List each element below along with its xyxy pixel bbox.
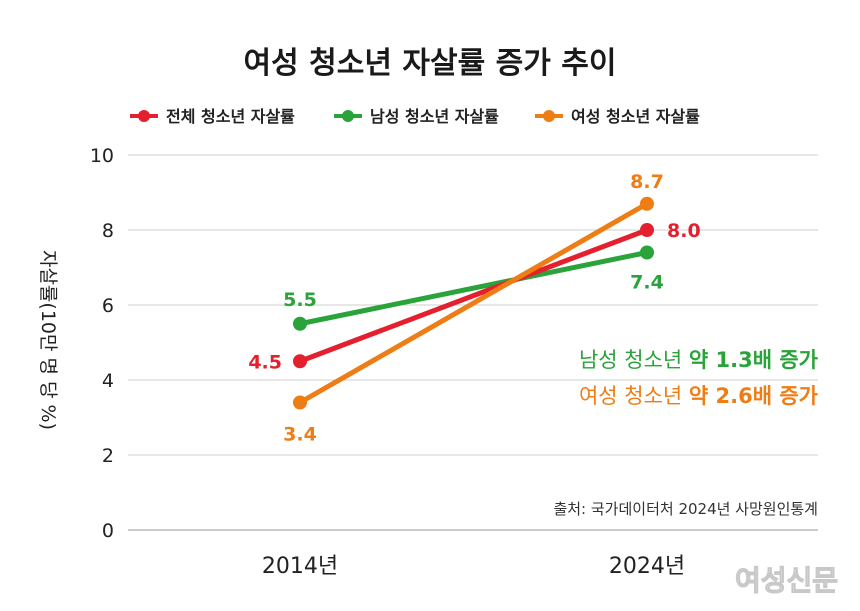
data-label: 5.5 bbox=[283, 289, 317, 311]
y-axis-ticks: 0 2 4 6 8 10 bbox=[90, 145, 114, 542]
annotation-text: 여성 청소년 약 2.6배 증가 bbox=[579, 384, 819, 408]
y-axis-label: 자살률(10만 명 당 %) bbox=[37, 250, 59, 430]
x-tick-label: 2014년 bbox=[262, 554, 338, 579]
y-tick-label: 10 bbox=[90, 145, 114, 167]
y-tick-label: 4 bbox=[102, 370, 114, 392]
legend: 전체 청소년 자살률 남성 청소년 자살률 여성 청소년 자살률 bbox=[130, 107, 700, 126]
data-point bbox=[293, 316, 307, 331]
legend-swatch-dot bbox=[342, 110, 354, 122]
legend-label: 여성 청소년 자살률 bbox=[571, 107, 700, 126]
legend-label: 남성 청소년 자살률 bbox=[370, 107, 499, 126]
data-point bbox=[640, 196, 654, 211]
legend-label: 전체 청소년 자살률 bbox=[166, 107, 295, 126]
data-point bbox=[293, 354, 307, 369]
data-label: 4.5 bbox=[248, 351, 282, 373]
data-point bbox=[293, 395, 307, 410]
legend-item-3: 여성 청소년 자살률 bbox=[535, 107, 700, 126]
chart-title: 여성 청소년 자살률 증가 추이 bbox=[244, 46, 617, 81]
series-line bbox=[297, 250, 650, 327]
y-tick-label: 6 bbox=[102, 295, 114, 317]
data-label: 8.0 bbox=[667, 220, 701, 242]
data-label: 7.4 bbox=[630, 272, 664, 294]
annotation-text: 남성 청소년 약 1.3배 증가 bbox=[579, 348, 819, 372]
source-note: 출처: 국가데이터처 2024년 사망원인통계 bbox=[553, 500, 818, 518]
series-line bbox=[297, 201, 650, 405]
series-points bbox=[293, 196, 654, 410]
legend-swatch-dot bbox=[543, 110, 555, 122]
data-label: 3.4 bbox=[283, 424, 317, 446]
watermark-logo: 여성신문 bbox=[735, 564, 838, 597]
data-labels: 4.5 8.0 5.5 7.4 3.4 8.7 bbox=[248, 171, 700, 446]
data-point bbox=[640, 223, 654, 237]
x-tick-label: 2024년 bbox=[609, 554, 685, 579]
legend-swatch-dot bbox=[138, 110, 150, 122]
y-tick-label: 2 bbox=[102, 445, 114, 467]
legend-item-2: 남성 청소년 자살률 bbox=[334, 107, 499, 126]
series-line bbox=[297, 227, 650, 364]
y-tick-label: 0 bbox=[102, 520, 114, 542]
legend-item-1: 전체 청소년 자살률 bbox=[130, 107, 295, 126]
x-axis-ticks: 2014년 2024년 bbox=[262, 554, 685, 579]
grid bbox=[128, 154, 818, 531]
data-label: 8.7 bbox=[630, 171, 664, 193]
series-lines bbox=[297, 201, 650, 405]
y-tick-label: 8 bbox=[102, 220, 114, 242]
data-point bbox=[640, 245, 654, 260]
